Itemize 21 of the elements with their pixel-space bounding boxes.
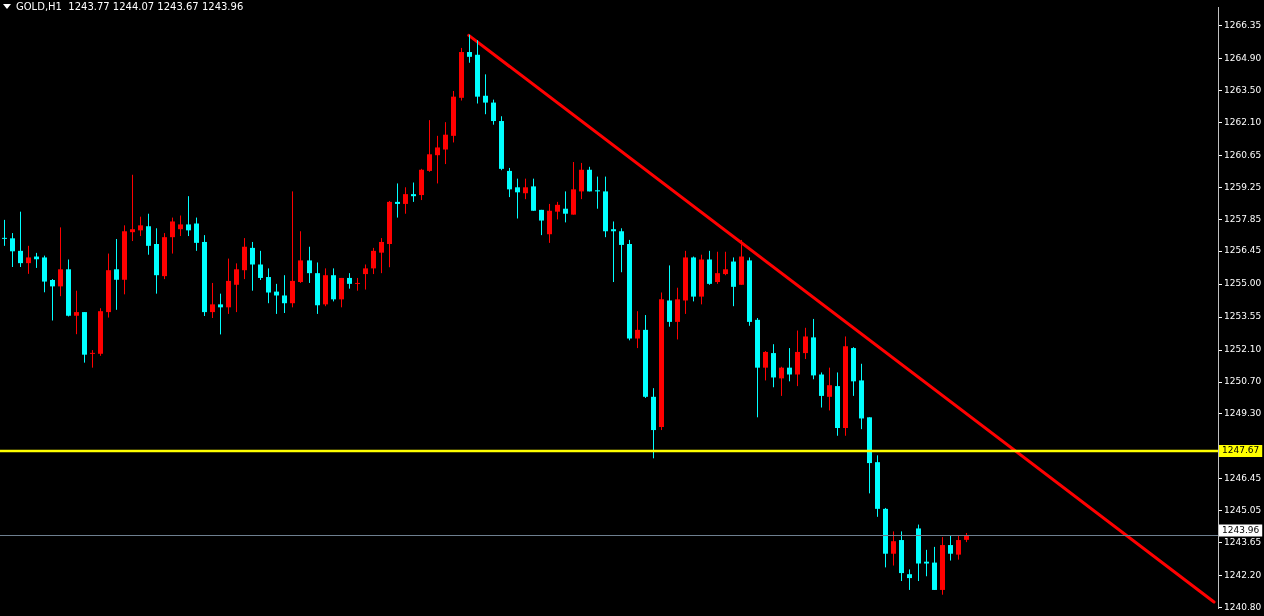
ref-line-label: 1247.67 [1222, 445, 1260, 456]
y-tick-label: 1252.10 [1224, 344, 1262, 355]
y-tick-label: 1263.50 [1224, 84, 1262, 95]
y-tick-label: 1240.80 [1224, 601, 1262, 612]
y-tick-label: 1266.35 [1224, 19, 1262, 30]
y-tick-label: 1256.45 [1224, 245, 1262, 256]
y-tick-label: 1242.20 [1224, 569, 1262, 580]
y-tick-label: 1250.70 [1224, 376, 1262, 387]
y-tick-label: 1249.30 [1224, 408, 1262, 419]
y-tick-label: 1262.10 [1224, 116, 1262, 127]
y-tick-label: 1245.05 [1224, 505, 1262, 516]
y-tick-label: 1253.55 [1224, 311, 1262, 322]
y-tick-label: 1243.65 [1224, 536, 1262, 547]
ref-line-label: 1243.96 [1222, 524, 1260, 535]
y-tick-label: 1246.45 [1224, 473, 1262, 484]
y-tick-label: 1257.85 [1224, 213, 1262, 224]
chart-title: GOLD,H1 1243.77 1244.07 1243.67 1243.96 [16, 1, 244, 12]
y-tick-label: 1264.90 [1224, 52, 1262, 63]
y-tick-label: 1259.25 [1224, 181, 1262, 192]
y-tick-label: 1260.65 [1224, 149, 1262, 160]
y-tick-label: 1255.00 [1224, 278, 1262, 289]
